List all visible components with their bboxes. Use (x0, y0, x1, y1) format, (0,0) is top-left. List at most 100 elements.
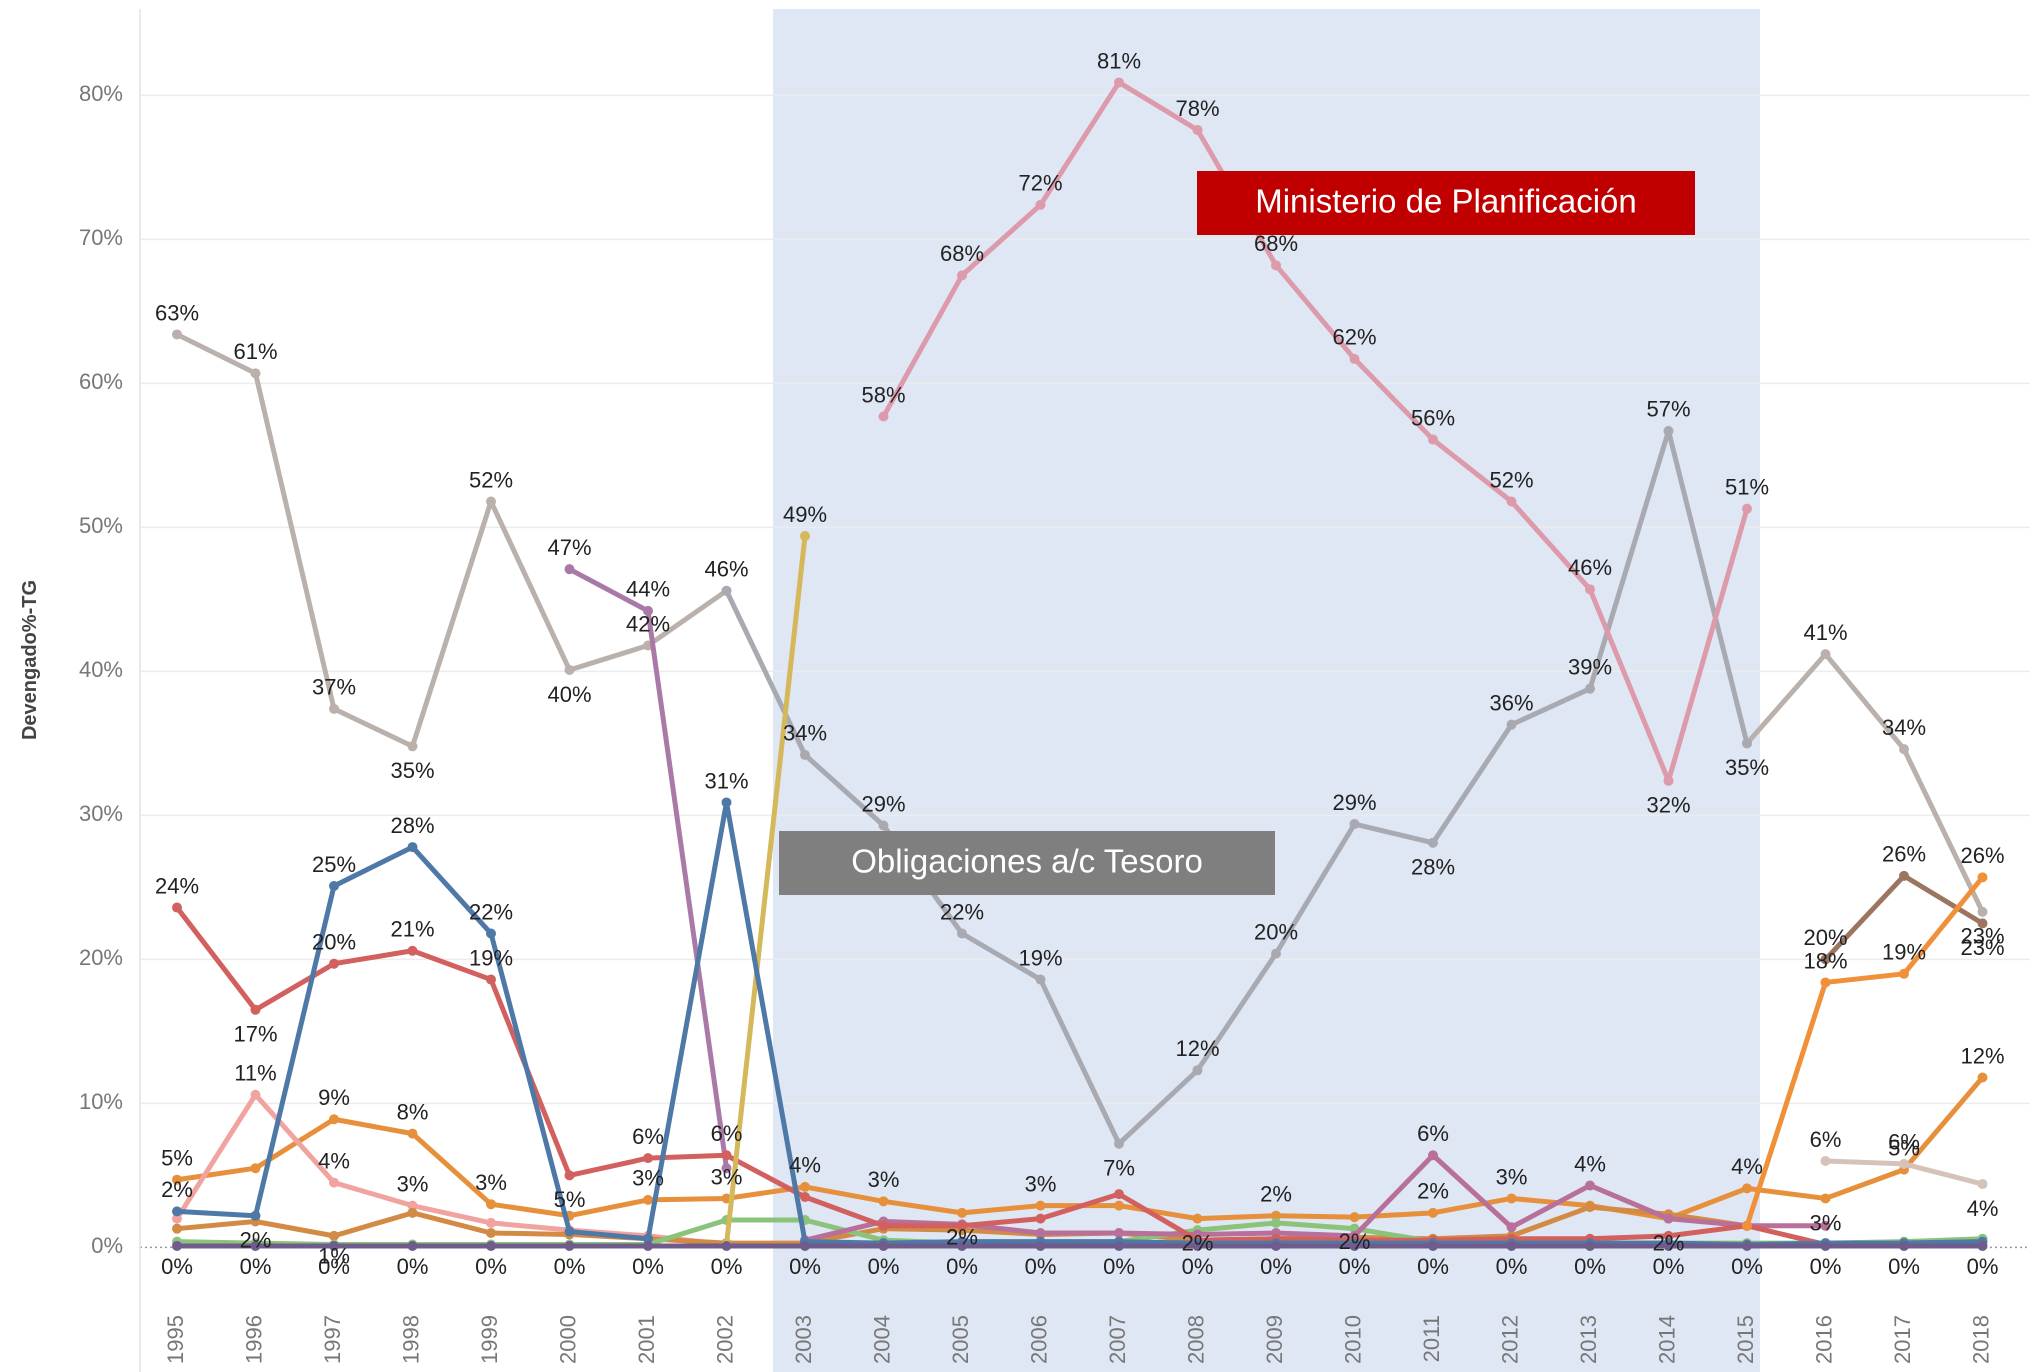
point (172, 329, 182, 340)
point (721, 585, 732, 596)
x-tick-label: 1995 (163, 1315, 188, 1364)
value-label: 19% (469, 945, 513, 970)
value-label: 0% (1260, 1254, 1292, 1279)
value-label: 4% (1731, 1154, 1763, 1179)
value-label: 32% (1646, 793, 1690, 818)
value-label: 23% (1960, 935, 2004, 960)
x-tick-label: 2001 (634, 1315, 659, 1364)
point (1820, 977, 1831, 988)
value-label: 0% (946, 1254, 978, 1279)
value-label: 29% (1332, 790, 1376, 815)
point (172, 1213, 182, 1224)
value-label: 11% (234, 1061, 276, 1086)
point (1271, 948, 1281, 959)
y-tick-label: 30% (79, 801, 123, 826)
point (1349, 1212, 1360, 1223)
point (1663, 1230, 1674, 1241)
point (486, 1199, 496, 1210)
point (1899, 870, 1909, 881)
point (800, 1181, 810, 1192)
point (957, 1207, 967, 1218)
point (878, 1196, 889, 1207)
value-label: 23% (1960, 924, 2004, 949)
annotation-box (1197, 171, 1695, 235)
point (1506, 719, 1517, 730)
point (643, 1194, 653, 1205)
value-label: 34% (1882, 715, 1926, 740)
value-label: 2% (1260, 1182, 1292, 1207)
value-label: 57% (1646, 397, 1690, 422)
point (957, 928, 967, 939)
point (1035, 974, 1046, 985)
point (250, 1004, 261, 1015)
value-label: 0% (1653, 1254, 1685, 1279)
value-label: 3% (1025, 1171, 1057, 1196)
value-label: 4% (318, 1148, 350, 1173)
value-label: 6% (1810, 1127, 1842, 1152)
value-label: 39% (1568, 654, 1612, 679)
point (1271, 1210, 1281, 1221)
value-label: 28% (390, 813, 434, 838)
point (1585, 1180, 1595, 1191)
highlight-band (773, 9, 1760, 1372)
point (1977, 1072, 1988, 1083)
point (1349, 353, 1360, 364)
value-label: 31% (704, 768, 748, 793)
point (1349, 1240, 1360, 1251)
point (1585, 1202, 1595, 1213)
value-label: 6% (632, 1124, 664, 1149)
value-label: 51% (1725, 474, 1769, 499)
x-tick-label: 2011 (1419, 1315, 1444, 1362)
point (329, 1230, 339, 1241)
point (721, 1163, 732, 1174)
point (1977, 1179, 1988, 1190)
point (1585, 683, 1595, 694)
point (564, 1170, 575, 1181)
y-tick-label: 50% (79, 513, 123, 538)
point (957, 1240, 967, 1251)
point (407, 1240, 418, 1251)
value-label: 35% (390, 758, 434, 783)
point (643, 1153, 653, 1164)
point (1820, 1193, 1831, 1204)
point (1428, 837, 1438, 848)
point (1742, 1240, 1752, 1251)
x-tick-label: 2016 (1811, 1315, 1836, 1364)
x-tick-label: 2008 (1183, 1315, 1208, 1364)
point (407, 945, 418, 956)
x-tick-label: 1998 (398, 1315, 423, 1364)
point (878, 1240, 889, 1251)
point (1899, 744, 1909, 755)
value-label: 3% (711, 1164, 743, 1189)
point (721, 797, 732, 808)
value-label: 5% (554, 1187, 586, 1212)
y-tick-label: 0% (91, 1233, 123, 1258)
value-label: 2% (1417, 1179, 1449, 1204)
value-label: 36% (1489, 690, 1533, 715)
point (721, 1240, 732, 1251)
series-line (175, 906, 1827, 1247)
point (486, 1228, 496, 1238)
value-label: 44% (626, 577, 670, 602)
value-label: 0% (1810, 1254, 1842, 1279)
point (800, 1192, 810, 1202)
point (486, 928, 496, 939)
point (1820, 954, 1831, 965)
value-label: 0% (318, 1254, 350, 1279)
value-label: 2% (1339, 1229, 1371, 1254)
point (1663, 1240, 1674, 1251)
value-label: 9% (318, 1085, 350, 1110)
y-tick-label: 20% (79, 945, 123, 970)
point (564, 664, 575, 675)
x-tick-label: 1997 (320, 1315, 345, 1364)
value-label: 29% (861, 791, 905, 816)
value-label: 28% (1411, 855, 1455, 880)
value-label: 3% (868, 1167, 900, 1192)
value-label: 0% (161, 1254, 193, 1279)
point (1663, 425, 1674, 436)
point (172, 1206, 182, 1217)
point (643, 1233, 653, 1244)
point (1114, 77, 1124, 88)
value-label: 3% (632, 1166, 664, 1191)
